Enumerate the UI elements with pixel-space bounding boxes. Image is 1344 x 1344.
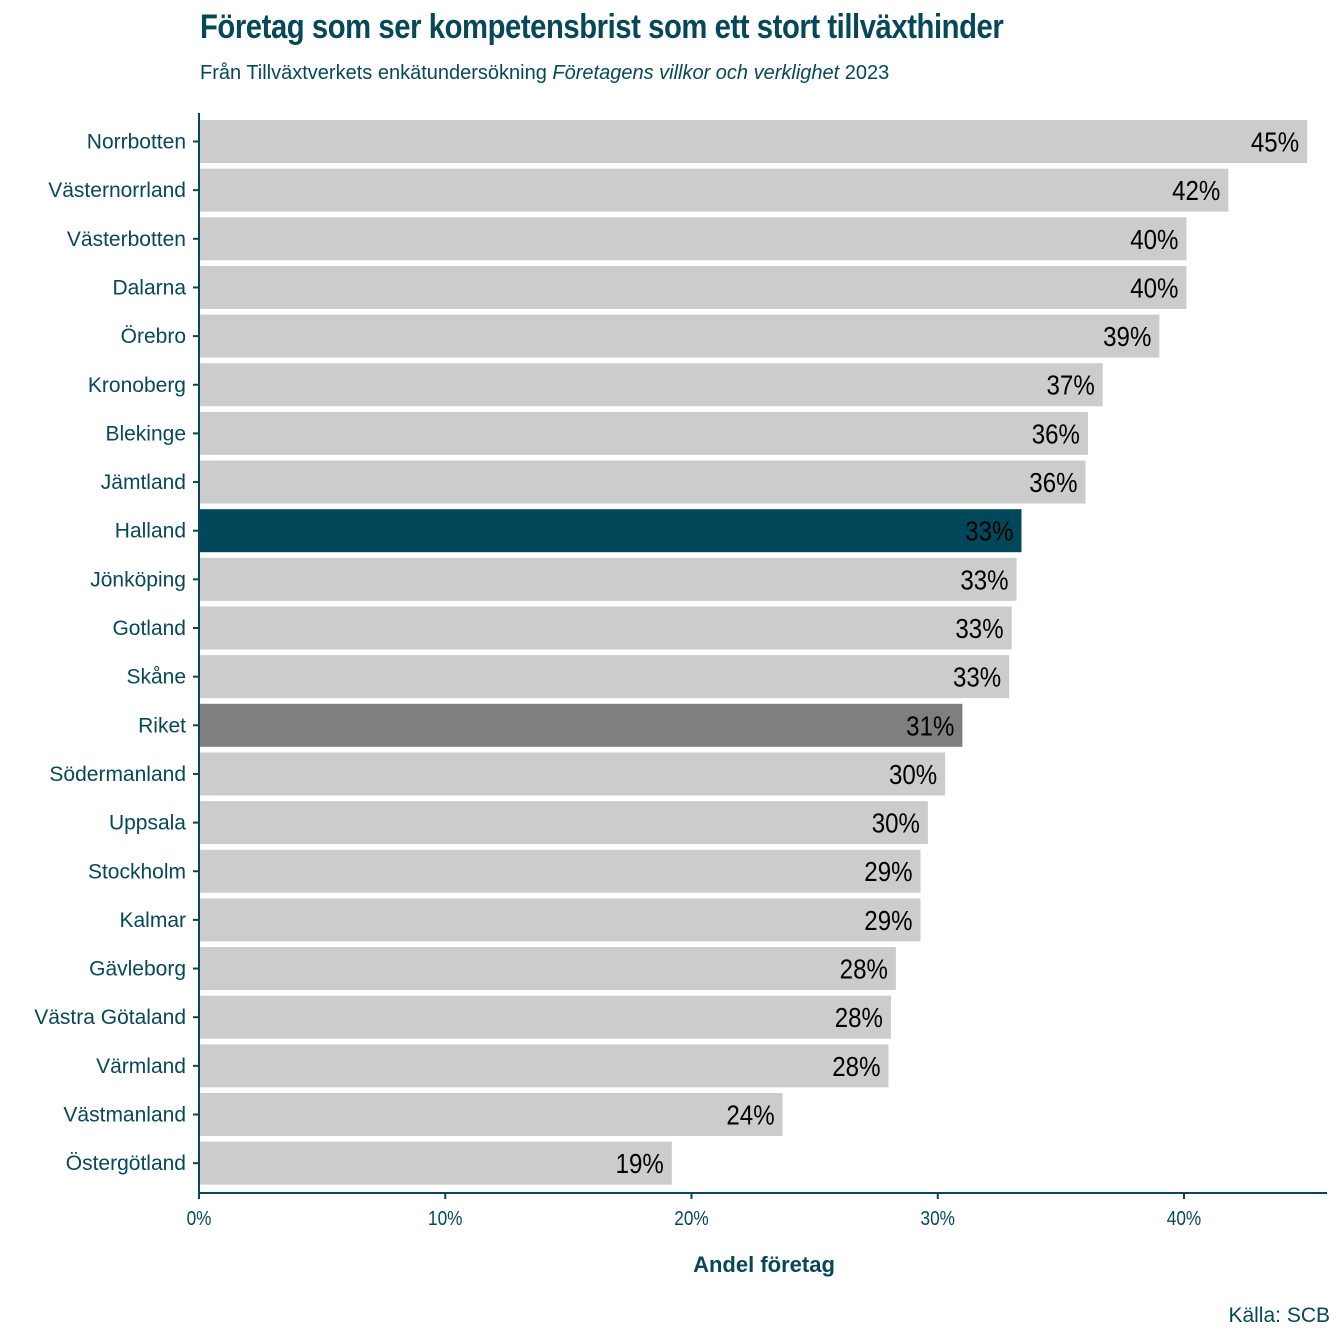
y-tick-label-norrbotten: Norrbotten — [87, 131, 186, 154]
x-tick-label-20: 20% — [674, 1207, 708, 1230]
y-tick-label-jonkoping: Jönköping — [90, 568, 186, 591]
value-label-dalarna: 40% — [1130, 272, 1178, 304]
value-label-vasterbotten: 40% — [1130, 223, 1178, 255]
value-label-varmland: 28% — [832, 1050, 880, 1082]
bar-kronoberg — [199, 363, 1103, 407]
bar-halland — [199, 509, 1022, 553]
bar-orebro — [199, 314, 1160, 358]
bar-riket — [199, 703, 963, 747]
y-tick-label-gavleborg: Gävleborg — [89, 958, 186, 981]
bar-sodermanland — [199, 752, 946, 796]
y-tick-label-riket: Riket — [138, 714, 186, 737]
axes-group: Norrbotten Västernorrland Västerbotten Dala… — [34, 113, 1327, 1229]
bars-group: 45% 42% 40% 40% 39%37% 36% 36% 33% 33% 33% 33% 31% 3… — [199, 120, 1308, 1185]
value-label-skane: 33% — [953, 661, 1001, 693]
value-label-vastra-gotaland: 28% — [835, 1001, 883, 1033]
chart-title: Företag som ser kompetensbrist som ett s… — [200, 8, 1004, 46]
bar-skane — [199, 655, 1010, 699]
value-label-vastmanland: 24% — [726, 1099, 774, 1131]
bar-ostergotland — [199, 1141, 672, 1185]
bar-vasternorrland — [199, 168, 1229, 212]
y-tick-label-varmland: Värmland — [96, 1055, 186, 1078]
y-tick-label-jamtland: Jämtland — [101, 471, 186, 494]
y-tick-label-orebro: Örebro — [121, 325, 186, 348]
x-tick-label-30: 30% — [921, 1207, 955, 1230]
bar-varmland — [199, 1044, 889, 1088]
subtitle-italic: Företagens villkor och verklighet — [552, 62, 840, 84]
value-label-jamtland: 36% — [1029, 466, 1077, 498]
value-label-riket: 31% — [906, 710, 954, 742]
y-tick-label-ostergotland: Östergötland — [66, 1152, 186, 1175]
bar-vastra-gotaland — [199, 995, 891, 1039]
bar-norrbotten — [199, 120, 1308, 163]
bar-kalmar — [199, 898, 921, 942]
y-tick-label-vasterbotten: Västerbotten — [67, 228, 186, 251]
bar-vastmanland — [199, 1093, 783, 1136]
value-label-uppsala: 30% — [872, 807, 920, 839]
value-label-orebro: 39% — [1103, 320, 1151, 352]
bar-jamtland — [199, 460, 1086, 504]
value-label-kronoberg: 37% — [1047, 369, 1095, 401]
x-axis-title: Andel företag — [693, 1252, 835, 1277]
bar-dalarna — [199, 265, 1187, 309]
y-tick-label-stockholm: Stockholm — [88, 860, 186, 883]
value-label-vasternorrland: 42% — [1172, 174, 1220, 206]
bar-gavleborg — [199, 947, 896, 991]
value-label-stockholm: 29% — [864, 856, 912, 888]
value-label-halland: 33% — [965, 515, 1013, 547]
subtitle-suffix: 2023 — [839, 62, 890, 84]
x-tick-label-0: 0% — [187, 1207, 212, 1230]
bar-gotland — [199, 606, 1012, 650]
y-tick-label-kronoberg: Kronoberg — [88, 374, 186, 397]
value-label-sodermanland: 30% — [889, 758, 937, 790]
value-label-gavleborg: 28% — [840, 953, 888, 985]
value-label-norrbotten: 45% — [1251, 126, 1299, 158]
bar-stockholm — [199, 849, 921, 893]
subtitle-prefix: Från Tillväxtverkets enkätundersökning — [200, 62, 553, 84]
y-tick-label-blekinge: Blekinge — [105, 422, 186, 445]
value-label-gotland: 33% — [955, 612, 1003, 644]
value-label-kalmar: 29% — [864, 904, 912, 936]
y-tick-label-vasternorrland: Västernorrland — [48, 179, 186, 202]
value-label-jonkoping: 33% — [960, 564, 1008, 596]
x-tick-label-10: 10% — [428, 1207, 462, 1230]
value-label-blekinge: 36% — [1032, 418, 1080, 450]
y-tick-label-vastra-gotaland: Västra Götaland — [34, 1006, 186, 1029]
y-tick-label-gotland: Gotland — [112, 617, 186, 640]
bar-vasterbotten — [199, 217, 1187, 261]
y-tick-label-kalmar: Kalmar — [119, 909, 186, 932]
bar-blekinge — [199, 411, 1088, 455]
y-tick-label-sodermanland: Södermanland — [49, 763, 186, 786]
bar-uppsala — [199, 801, 928, 845]
x-tick-label-40: 40% — [1167, 1207, 1201, 1230]
source-caption: Källa: SCB — [1228, 1304, 1330, 1327]
y-tick-label-vastmanland: Västmanland — [63, 1104, 186, 1127]
y-tick-label-dalarna: Dalarna — [112, 276, 186, 299]
chart-subtitle: Från Tillväxtverkets enkätundersökning F… — [200, 62, 889, 85]
value-label-ostergotland: 19% — [616, 1147, 664, 1179]
y-tick-label-skane: Skåne — [126, 666, 186, 689]
y-tick-label-halland: Halland — [115, 520, 186, 543]
y-tick-label-uppsala: Uppsala — [109, 812, 186, 835]
bar-jonkoping — [199, 557, 1017, 601]
